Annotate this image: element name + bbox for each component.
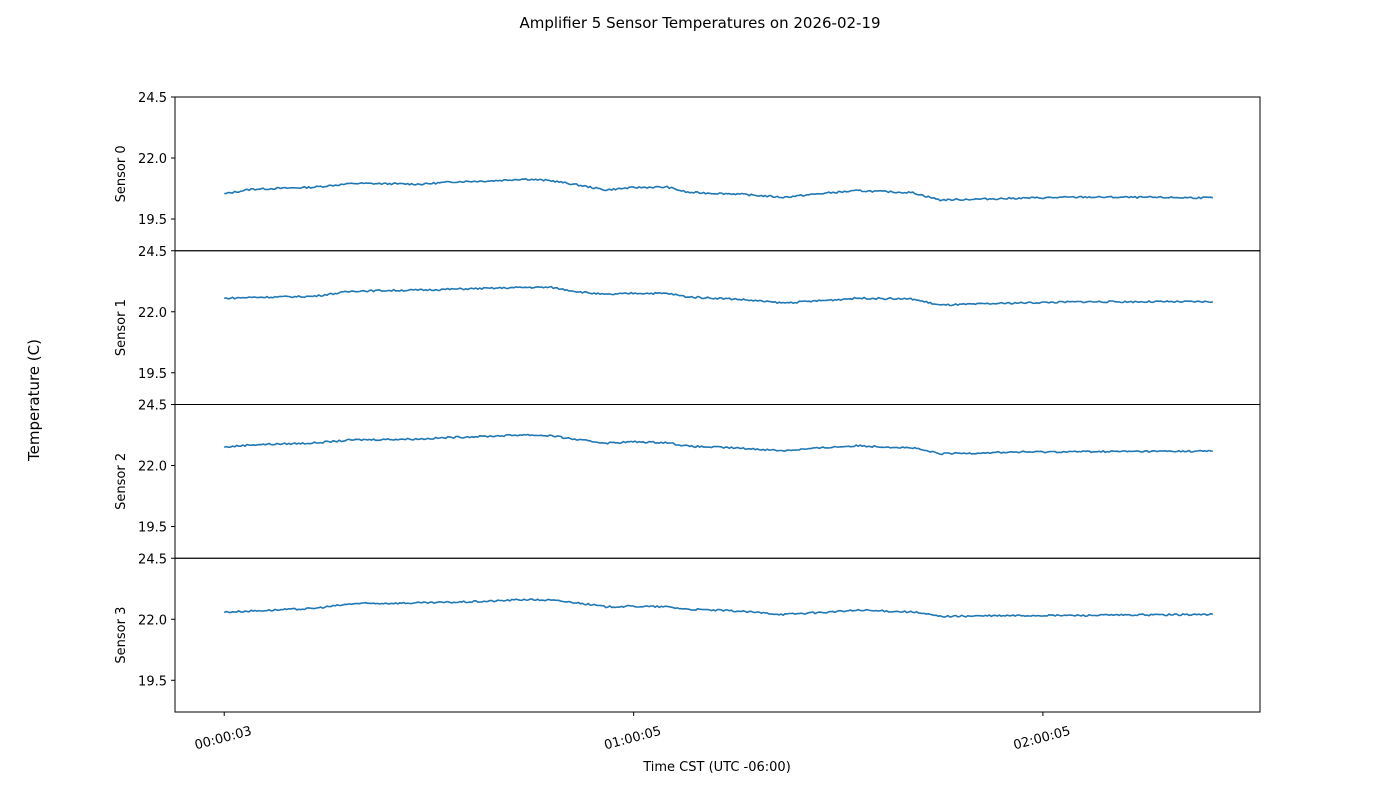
panel-sensor-3: 24.5 22.0 19.5 Sensor 3 — [114, 552, 1260, 712]
x-tick-label: 01:00:05 — [603, 724, 663, 754]
y-tick-label: 24.5 — [138, 91, 167, 106]
y-tick-label: 19.5 — [138, 213, 167, 228]
panel-frame — [175, 405, 1260, 559]
y-tick-label: 24.5 — [138, 552, 167, 567]
x-tick-label: 00:00:03 — [193, 724, 253, 754]
series-line-sensor-0 — [224, 179, 1213, 201]
y-tick-label: 22.0 — [138, 306, 167, 321]
panel-label: Sensor 1 — [114, 299, 129, 356]
y-tick-label: 19.5 — [138, 674, 167, 689]
y-tick-label: 19.5 — [138, 521, 167, 536]
x-ticks: 00:00:03 01:00:05 02:00:05 — [193, 712, 1072, 753]
y-axis-label: Temperature (C) — [25, 339, 43, 462]
y-tick-label: 24.5 — [138, 399, 167, 414]
panel-frame — [175, 97, 1260, 251]
panel-sensor-1: 24.5 22.0 19.5 Sensor 1 — [114, 245, 1260, 405]
panels: 24.5 22.0 19.5 Sensor 0 24.5 22.0 19.5 Sensor 1… — [114, 91, 1260, 712]
y-tick-label: 22.0 — [138, 460, 167, 475]
series-line-sensor-1 — [224, 287, 1213, 306]
panel-label: Sensor 3 — [114, 607, 129, 664]
series-line-sensor-2 — [224, 435, 1213, 455]
panel-sensor-2: 24.5 22.0 19.5 Sensor 2 — [114, 399, 1260, 559]
y-tick-label: 24.5 — [138, 245, 167, 260]
y-tick-label: 19.5 — [138, 367, 167, 382]
chart-title: Amplifier 5 Sensor Temperatures on 2026-… — [519, 14, 880, 32]
panel-label: Sensor 0 — [114, 145, 129, 202]
y-tick-label: 22.0 — [138, 613, 167, 628]
x-tick-label: 02:00:05 — [1012, 724, 1072, 754]
panel-label: Sensor 2 — [114, 453, 129, 510]
panel-frame — [175, 251, 1260, 405]
panel-sensor-0: 24.5 22.0 19.5 Sensor 0 — [114, 91, 1260, 251]
panel-frame — [175, 558, 1260, 712]
series-line-sensor-3 — [224, 599, 1213, 617]
x-axis-label: Time CST (UTC -06:00) — [642, 760, 791, 775]
y-tick-label: 22.0 — [138, 152, 167, 167]
